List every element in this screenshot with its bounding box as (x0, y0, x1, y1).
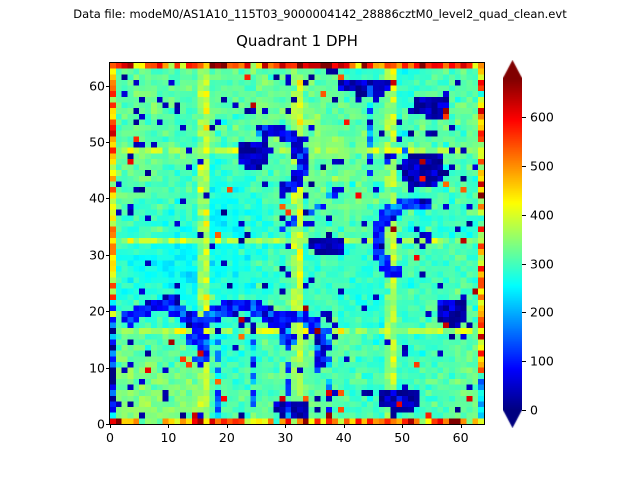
colorbar-tick-label: 0 (530, 402, 538, 418)
y-tick-mark (106, 311, 110, 313)
data-file-suptitle: Data file: modeM0/AS1A10_115T03_90000041… (73, 7, 567, 21)
heatmap-axes (110, 63, 484, 424)
y-tick-mark (106, 198, 110, 200)
colorbar-tick-mark (522, 312, 526, 314)
x-tick-mark (110, 424, 111, 428)
axis-spine-right (484, 62, 485, 425)
colorbar-tick-mark (522, 263, 526, 265)
colorbar-tick-mark (522, 117, 526, 119)
colorbar-gradient (503, 60, 522, 428)
y-tick-label: 40 (89, 190, 105, 206)
y-tick-mark (106, 424, 110, 425)
colorbar-tick-label: 100 (530, 353, 554, 369)
page-title: Quadrant 1 DPH (236, 32, 358, 50)
x-tick-label: 40 (335, 430, 352, 445)
x-tick-label: 0 (106, 430, 114, 445)
colorbar-tick-label: 300 (530, 256, 554, 272)
x-tick-mark (226, 424, 228, 428)
y-tick-mark (106, 254, 110, 256)
x-tick-mark (460, 424, 462, 428)
y-tick-label: 60 (89, 78, 105, 94)
y-tick-label: 10 (89, 360, 105, 376)
y-tick-mark (106, 85, 110, 87)
x-tick-label: 60 (452, 430, 469, 445)
axis-spine-top (109, 62, 485, 63)
x-tick-mark (168, 424, 170, 428)
x-tick-label: 20 (218, 430, 235, 445)
x-tick-label: 30 (277, 430, 294, 445)
y-tick-label: 30 (89, 247, 105, 263)
colorbar-tick-label: 400 (530, 207, 554, 223)
y-tick-label: 0 (97, 416, 105, 432)
colorbar-tick-label: 600 (530, 109, 554, 125)
y-tick-mark (106, 141, 110, 143)
x-tick-mark (343, 424, 345, 428)
colorbar (503, 60, 522, 428)
y-tick-mark (106, 367, 110, 369)
x-tick-label: 10 (160, 430, 177, 445)
x-tick-mark (402, 424, 404, 428)
y-tick-label: 20 (89, 303, 105, 319)
colorbar-tick-mark (522, 165, 526, 167)
x-tick-mark (285, 424, 287, 428)
colorbar-tick-mark (522, 214, 526, 216)
axis-spine-bottom (109, 424, 485, 425)
colorbar-tick-label: 500 (530, 158, 554, 174)
axis-spine-left (109, 62, 110, 425)
detector-heatmap-image (110, 63, 484, 424)
colorbar-tick-mark (522, 410, 526, 411)
colorbar-tick-mark (522, 361, 526, 363)
y-tick-label: 50 (89, 134, 105, 150)
colorbar-tick-label: 200 (530, 304, 554, 320)
x-tick-label: 50 (394, 430, 411, 445)
